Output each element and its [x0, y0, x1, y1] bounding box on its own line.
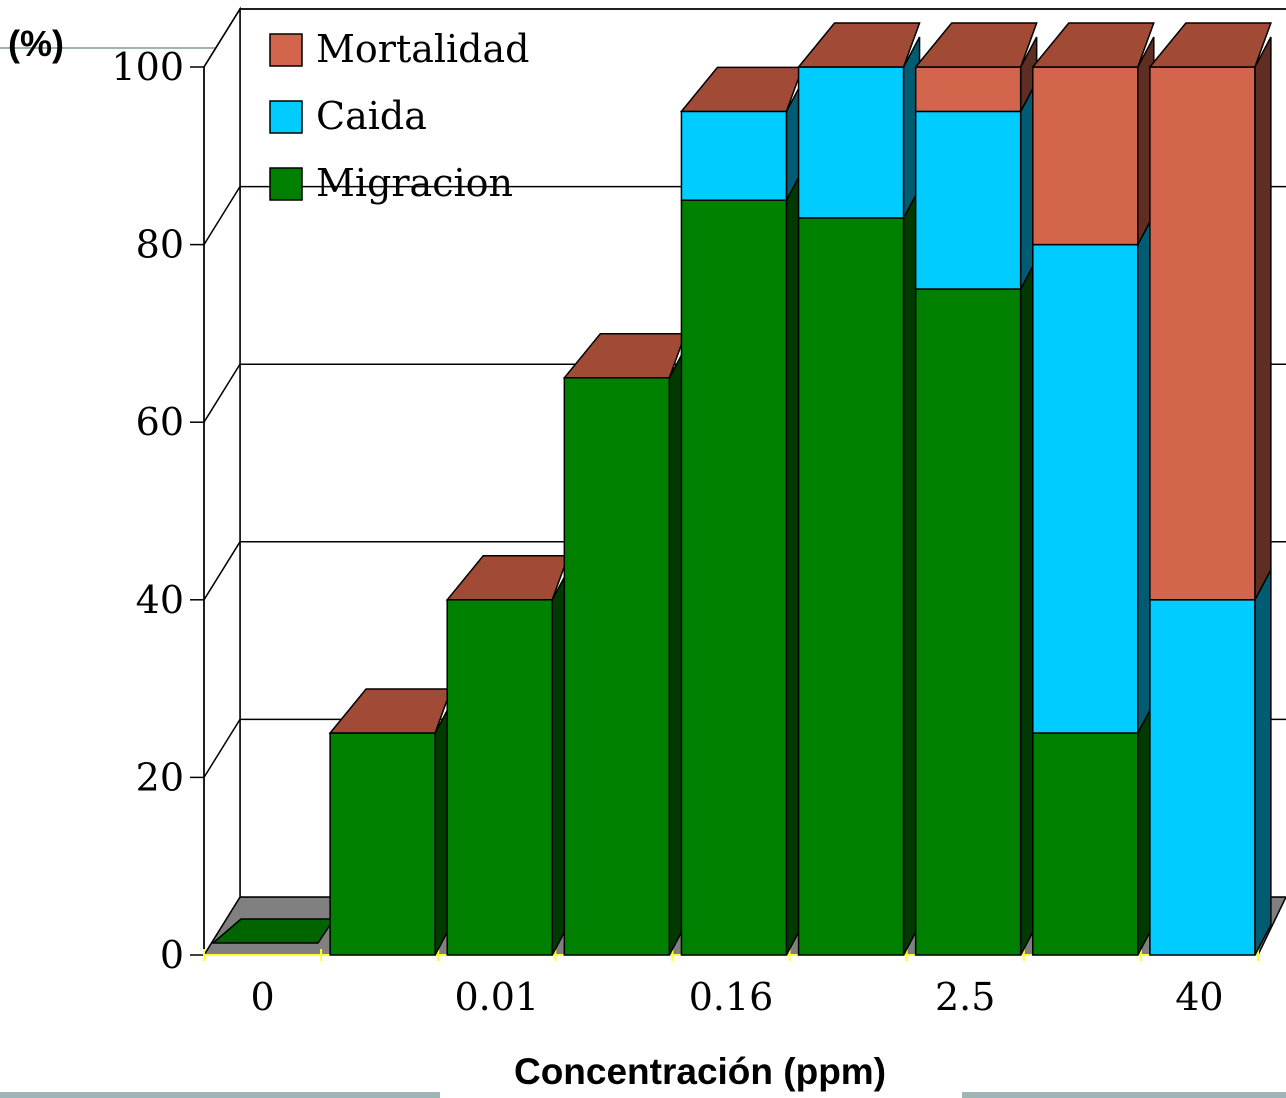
y-tick-label: 60 — [136, 400, 184, 444]
bar-segment — [1032, 36, 1155, 246]
bar-front — [1032, 243, 1139, 734]
bars — [210, 22, 1272, 956]
legend-item: Mortalidad — [269, 27, 530, 71]
bar-front — [446, 599, 553, 956]
x-tick-labels: 0 0.01 0.16 2.5 40 — [250, 975, 1223, 1019]
legend-swatch — [269, 33, 303, 67]
bar-segment — [1149, 569, 1272, 956]
x-tick-label: 2.5 — [935, 975, 995, 1019]
x-axis-label: Concentración (ppm) — [514, 1051, 886, 1092]
bar-front — [1149, 599, 1256, 956]
side-wall — [203, 6, 241, 958]
bar-top — [796, 22, 921, 68]
y-tick-label: 80 — [136, 223, 184, 267]
legend-label: Caida — [316, 94, 427, 138]
bar-front — [1149, 66, 1256, 601]
bar-front — [1032, 732, 1139, 956]
bar-side — [1254, 569, 1272, 956]
bar-front — [680, 110, 788, 201]
x-tick-label: 40 — [1175, 975, 1223, 1019]
bar-front — [914, 66, 1022, 113]
bar-front — [797, 66, 905, 219]
legend-label: Mortalidad — [316, 27, 530, 71]
legend-label: Migracion — [316, 161, 513, 205]
bar-segment — [914, 258, 1038, 956]
bar-side — [1254, 36, 1272, 601]
legend-swatch — [269, 100, 303, 134]
y-tick-labels: 0 20 40 60 80 100 — [111, 45, 184, 977]
y-tick-label: 40 — [136, 578, 184, 622]
bar-segment — [914, 36, 1038, 113]
legend: Mortalidad Caida Migracion — [269, 27, 530, 205]
bar-front — [1032, 66, 1139, 246]
legend-item: Migracion — [269, 161, 513, 205]
bar-top — [914, 22, 1038, 68]
bar-segment — [680, 169, 804, 956]
y-tick-label: 20 — [136, 755, 184, 799]
bar-front — [914, 288, 1022, 956]
legend-swatch — [269, 167, 303, 201]
x-tick-label: 0.16 — [689, 975, 774, 1019]
bar-segment — [1032, 702, 1155, 956]
slide-bottom-bar-left — [0, 1092, 440, 1098]
bar-segment — [1032, 214, 1155, 734]
bar-segment — [1149, 36, 1272, 601]
bar-segment — [797, 187, 921, 956]
bar-segment — [329, 702, 452, 956]
x-tick-label: 0.01 — [454, 975, 539, 1019]
bar-front — [914, 110, 1022, 290]
bar-segment — [914, 81, 1038, 290]
bar-top — [1148, 22, 1272, 68]
bar-front — [797, 217, 905, 956]
y-tick-label: 100 — [111, 45, 184, 89]
bar-front — [680, 199, 788, 956]
y-axis-label: (%) — [8, 23, 64, 64]
bar-front — [329, 732, 436, 956]
bar-top — [1031, 22, 1155, 68]
gridline — [203, 8, 1286, 68]
slide-bottom-bar-right — [962, 1092, 1286, 1098]
bar-segment — [563, 347, 687, 956]
bar-segment — [446, 569, 569, 956]
y-tick-label: 0 — [160, 933, 184, 977]
legend-item: Caida — [269, 94, 427, 138]
bar-front — [563, 377, 671, 956]
x-tick-label: 0 — [250, 975, 274, 1019]
